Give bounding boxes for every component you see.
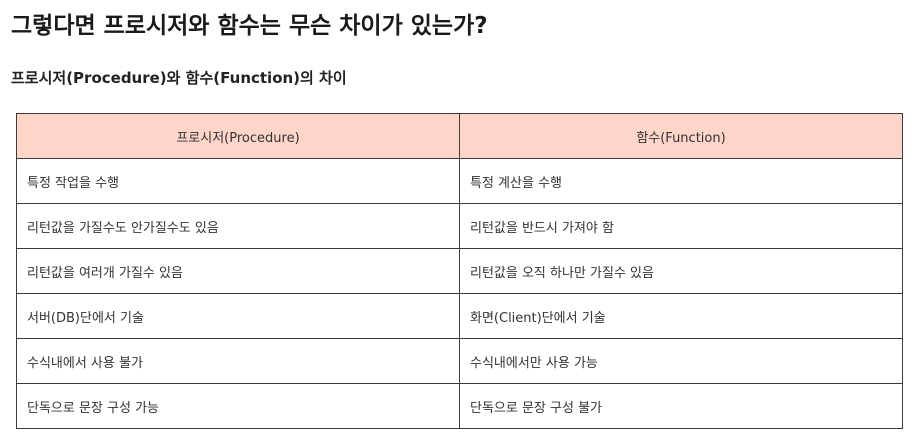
section-subtitle: 프로시저(Procedure)와 함수(Function)의 차이 <box>11 69 347 87</box>
table-header-row: 프로시저(Procedure) 함수(Function) <box>16 113 903 159</box>
function-cell: 수식내에서만 사용 가능 <box>459 338 903 384</box>
procedure-cell: 수식내에서 사용 불가 <box>16 338 460 384</box>
function-cell: 화면(Client)단에서 기술 <box>459 293 903 339</box>
header-cell-procedure: 프로시저(Procedure) <box>16 113 460 159</box>
function-cell: 특정 계산을 수행 <box>459 158 903 204</box>
table-row: 특정 작업을 수행 특정 계산을 수행 <box>16 158 903 204</box>
procedure-cell: 특정 작업을 수행 <box>16 158 460 204</box>
table-row: 수식내에서 사용 불가 수식내에서만 사용 가능 <box>16 338 903 384</box>
procedure-cell: 서버(DB)단에서 기술 <box>16 293 460 339</box>
table-row: 리턴값을 가질수도 안가질수도 있음 리턴값을 반드시 가져야 함 <box>16 203 903 249</box>
page-title: 그렇다면 프로시저와 함수는 무슨 차이가 있는가? <box>11 13 488 39</box>
table-row: 단독으로 문장 구성 가능 단독으로 문장 구성 불가 <box>16 383 903 429</box>
table-row: 리턴값을 여러개 가질수 있음 리턴값을 오직 하나만 가질수 있음 <box>16 248 903 294</box>
header-cell-function: 함수(Function) <box>459 113 903 159</box>
function-cell: 리턴값을 오직 하나만 가질수 있음 <box>459 248 903 294</box>
function-cell: 단독으로 문장 구성 불가 <box>459 383 903 429</box>
comparison-table: 프로시저(Procedure) 함수(Function) 특정 작업을 수행 특… <box>16 113 903 429</box>
table-row: 서버(DB)단에서 기술 화면(Client)단에서 기술 <box>16 293 903 339</box>
function-cell: 리턴값을 반드시 가져야 함 <box>459 203 903 249</box>
procedure-cell: 리턴값을 가질수도 안가질수도 있음 <box>16 203 460 249</box>
procedure-cell: 리턴값을 여러개 가질수 있음 <box>16 248 460 294</box>
procedure-cell: 단독으로 문장 구성 가능 <box>16 383 460 429</box>
